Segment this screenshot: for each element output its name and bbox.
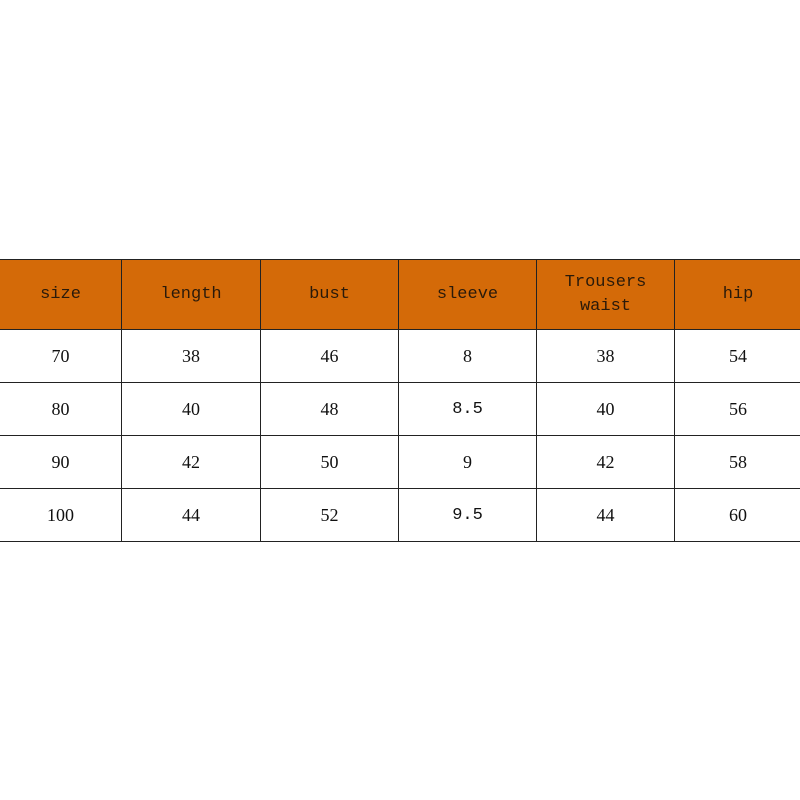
table-cell: 40 <box>121 382 261 436</box>
table-row: 100 44 52 9.5 44 60 <box>0 488 800 542</box>
table-cell: 40 <box>536 382 675 436</box>
table-cell: 8.5 <box>398 382 537 436</box>
table-cell: 38 <box>121 329 261 383</box>
table-cell: 44 <box>536 488 675 542</box>
header-bust: bust <box>260 259 399 330</box>
table-cell: 48 <box>260 382 399 436</box>
table-cell: 90 <box>0 435 122 489</box>
table-cell: 54 <box>674 329 800 383</box>
table-row: 80 40 48 8.5 40 56 <box>0 382 800 436</box>
table-cell: 52 <box>260 488 399 542</box>
size-chart-table: size length bust sleeve Trousers waist h… <box>0 259 800 542</box>
table-cell: 46 <box>260 329 399 383</box>
header-size: size <box>0 259 122 330</box>
header-length: length <box>121 259 261 330</box>
table-cell: 50 <box>260 435 399 489</box>
table-cell: 38 <box>536 329 675 383</box>
table-cell: 42 <box>121 435 261 489</box>
table-cell: 56 <box>674 382 800 436</box>
header-row: size length bust sleeve Trousers waist h… <box>0 259 800 330</box>
table-row: 90 42 50 9 42 58 <box>0 435 800 489</box>
table-cell: 70 <box>0 329 122 383</box>
table-cell: 60 <box>674 488 800 542</box>
table-cell: 9 <box>398 435 537 489</box>
header-hip: hip <box>674 259 800 330</box>
header-sleeve: sleeve <box>398 259 537 330</box>
table-cell: 9.5 <box>398 488 537 542</box>
table-cell: 80 <box>0 382 122 436</box>
table-cell: 8 <box>398 329 537 383</box>
table-row: 70 38 46 8 38 54 <box>0 329 800 383</box>
table-cell: 100 <box>0 488 122 542</box>
table-cell: 44 <box>121 488 261 542</box>
table-cell: 42 <box>536 435 675 489</box>
table-cell: 58 <box>674 435 800 489</box>
header-trousers-waist: Trousers waist <box>536 259 675 330</box>
